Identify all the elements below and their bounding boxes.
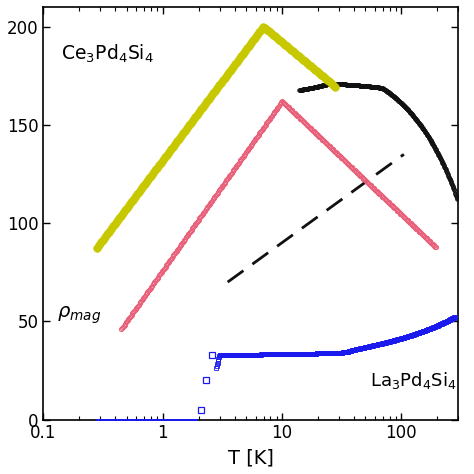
Text: Ce$_3$Pd$_4$Si$_4$: Ce$_3$Pd$_4$Si$_4$ <box>61 42 154 64</box>
Text: $\rho_{mag}$: $\rho_{mag}$ <box>57 304 101 326</box>
X-axis label: T [K]: T [K] <box>228 448 274 467</box>
Text: La$_3$Pd$_4$Si$_4$: La$_3$Pd$_4$Si$_4$ <box>370 370 457 391</box>
